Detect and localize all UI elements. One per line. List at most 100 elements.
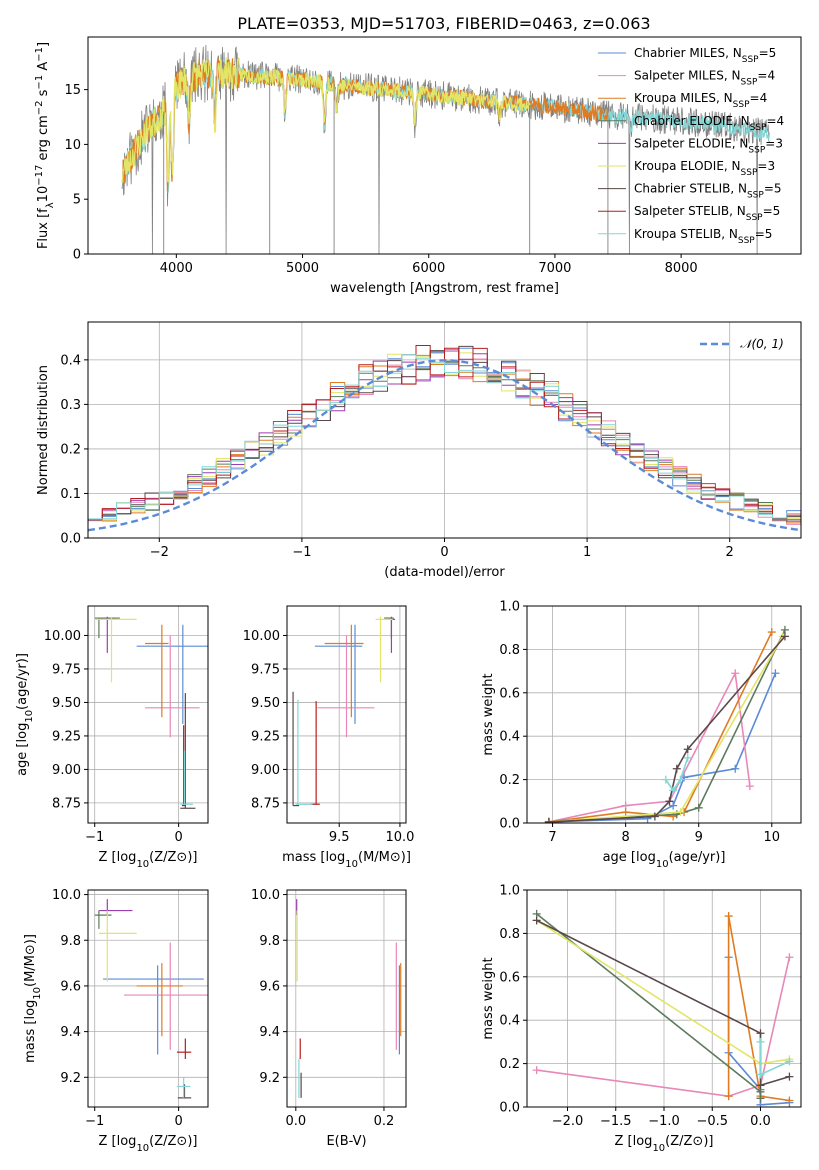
x-axis-label: E(B-V) <box>326 1134 366 1149</box>
y-tick-label: 0.8 <box>499 927 520 942</box>
x-tick-label: 8000 <box>665 261 698 276</box>
error-bar <box>389 616 396 653</box>
error-bar <box>176 1038 192 1060</box>
y-axis-label: mass weight <box>481 673 496 755</box>
weight-point-marker <box>661 775 670 784</box>
y-tick-label: 9.2 <box>259 1071 280 1086</box>
error-bar <box>145 624 169 718</box>
x-tick-label: 0 <box>174 1114 182 1129</box>
error-bar <box>292 691 300 807</box>
plot-area <box>94 899 208 1099</box>
weight-series-line <box>548 672 777 823</box>
age-vs-mass-panel: 9.5 10.0 8.75 9.00 9.25 9.50 9.75 10.00 mass [lo… <box>243 605 414 870</box>
y-tick-label: 10.0 <box>251 888 280 903</box>
weight-point-marker <box>669 786 678 795</box>
weight-point-marker <box>724 1092 733 1101</box>
y-tick-label: 0 <box>73 248 81 263</box>
x-axis-label: age [log10(age/yr)] <box>603 850 726 870</box>
error-bar <box>180 693 196 809</box>
y-tick-label: 9.25 <box>251 729 280 744</box>
weight-point-marker <box>676 775 685 784</box>
y-tick-label: 9.75 <box>251 662 280 677</box>
legend-entry: Chabrier ELODIE, NSSP=4 <box>634 114 784 133</box>
weight-series-line <box>548 635 786 823</box>
weight-vs-age-panel: 7 8 9 10 0.0 0.2 0.4 0.6 0.8 1.0 age [log10(age/yr… <box>481 600 802 870</box>
weight-point-marker <box>756 1070 765 1079</box>
x-tick-label: 10 <box>763 830 780 845</box>
y-tick-label: 0.2 <box>60 442 81 457</box>
y-tick-label: 9.4 <box>259 1025 280 1040</box>
y-tick-label: 0.0 <box>60 532 81 547</box>
x-tick-label: 10.0 <box>385 830 414 845</box>
y-tick-label: 0.4 <box>60 353 81 368</box>
error-bar <box>98 910 137 982</box>
x-tick-label: 0 <box>174 830 182 845</box>
weight-point-marker <box>694 803 703 812</box>
weight-point-marker <box>683 753 692 762</box>
error-bar <box>310 701 320 805</box>
y-tick-label: 0.2 <box>499 773 520 788</box>
x-tick-label: 6000 <box>412 261 445 276</box>
error-bar <box>136 963 183 1037</box>
y-tick-label: 0.1 <box>60 487 81 502</box>
legend-entry: Kroupa STELIB, NSSP=5 <box>634 227 772 246</box>
y-tick-label: 0.8 <box>499 643 520 658</box>
y-axis-label: age [log10(age/yr)] <box>15 653 35 776</box>
y-tick-label: 0.4 <box>499 730 520 745</box>
weight-point-marker <box>532 916 541 925</box>
x-tick-label: 7000 <box>538 261 571 276</box>
x-tick-label: −1 <box>85 1114 104 1129</box>
y-tick-label: 0.6 <box>499 970 520 985</box>
y-tick-label: 10.0 <box>52 888 81 903</box>
error-bar <box>98 616 116 653</box>
axes-frame <box>286 889 407 1108</box>
y-tick-label: 9.50 <box>52 696 81 711</box>
x-tick-label: 0 <box>440 545 448 560</box>
x-axis-label: (data-model)/error <box>384 565 505 580</box>
y-tick-label: 9.50 <box>251 696 280 711</box>
weight-point-marker <box>650 812 659 821</box>
error-bar <box>314 624 363 724</box>
weight-point-marker <box>672 764 681 773</box>
x-tick-label: 2 <box>726 545 734 560</box>
axes-frame <box>87 605 209 824</box>
plot-area <box>532 909 794 1107</box>
error-bar <box>98 899 133 916</box>
weight-point-marker <box>731 669 740 678</box>
weight-point-marker <box>676 808 685 817</box>
y-tick-label: 5 <box>73 193 81 208</box>
y-tick-label: 8.75 <box>52 796 81 811</box>
legend-entry: 𝒩(0, 1) <box>740 337 784 351</box>
plot-area <box>296 899 402 1098</box>
x-axis-label: Z [log10(Z/Z⊙)] <box>615 1134 714 1154</box>
weight-point-marker <box>669 801 678 810</box>
x-tick-label: −1.0 <box>648 1114 680 1129</box>
plot-area <box>94 616 208 809</box>
x-axis-label: Z [log10(Z/Z⊙)] <box>99 850 198 870</box>
y-tick-label: 9.8 <box>259 934 280 949</box>
x-tick-label: 8 <box>621 830 629 845</box>
spectrum-panel: 4000 5000 6000 7000 8000 0 5 10 15 wavelength [An… <box>34 36 802 296</box>
x-tick-label: −0.5 <box>696 1114 728 1129</box>
weight-point-marker <box>785 953 794 962</box>
x-tick-label: −2.0 <box>552 1114 584 1129</box>
legend-entry: Salpeter STELIB, NSSP=5 <box>634 204 780 223</box>
plot-area <box>544 625 789 823</box>
y-tick-label: 10 <box>64 138 81 153</box>
weight-point-marker <box>756 1029 765 1038</box>
mass-vs-metallicity-panel: −1 0 9.2 9.4 9.6 9.8 10.0 Z [log10(Z/Z⊙)] mass [… <box>23 888 209 1154</box>
error-bar <box>136 624 208 724</box>
x-tick-label: −1.5 <box>600 1114 632 1129</box>
x-tick-label: 4000 <box>160 261 193 276</box>
weight-series-line <box>727 957 790 1106</box>
residual-histogram-panel: −2 −1 0 1 2 0.0 0.1 0.2 0.3 0.4 (data-model)/error… <box>36 321 802 580</box>
y-axis-label: mass weight <box>481 957 496 1039</box>
x-tick-label: 0.2 <box>374 1114 395 1129</box>
legend-entry: Kroupa MILES, NSSP=4 <box>634 91 767 110</box>
y-tick-label: 10.00 <box>44 629 81 644</box>
y-tick-label: 0.3 <box>60 398 81 413</box>
x-tick-label: 0.0 <box>750 1114 771 1129</box>
y-tick-label: 1.0 <box>499 600 520 615</box>
histogram-series <box>88 345 801 520</box>
